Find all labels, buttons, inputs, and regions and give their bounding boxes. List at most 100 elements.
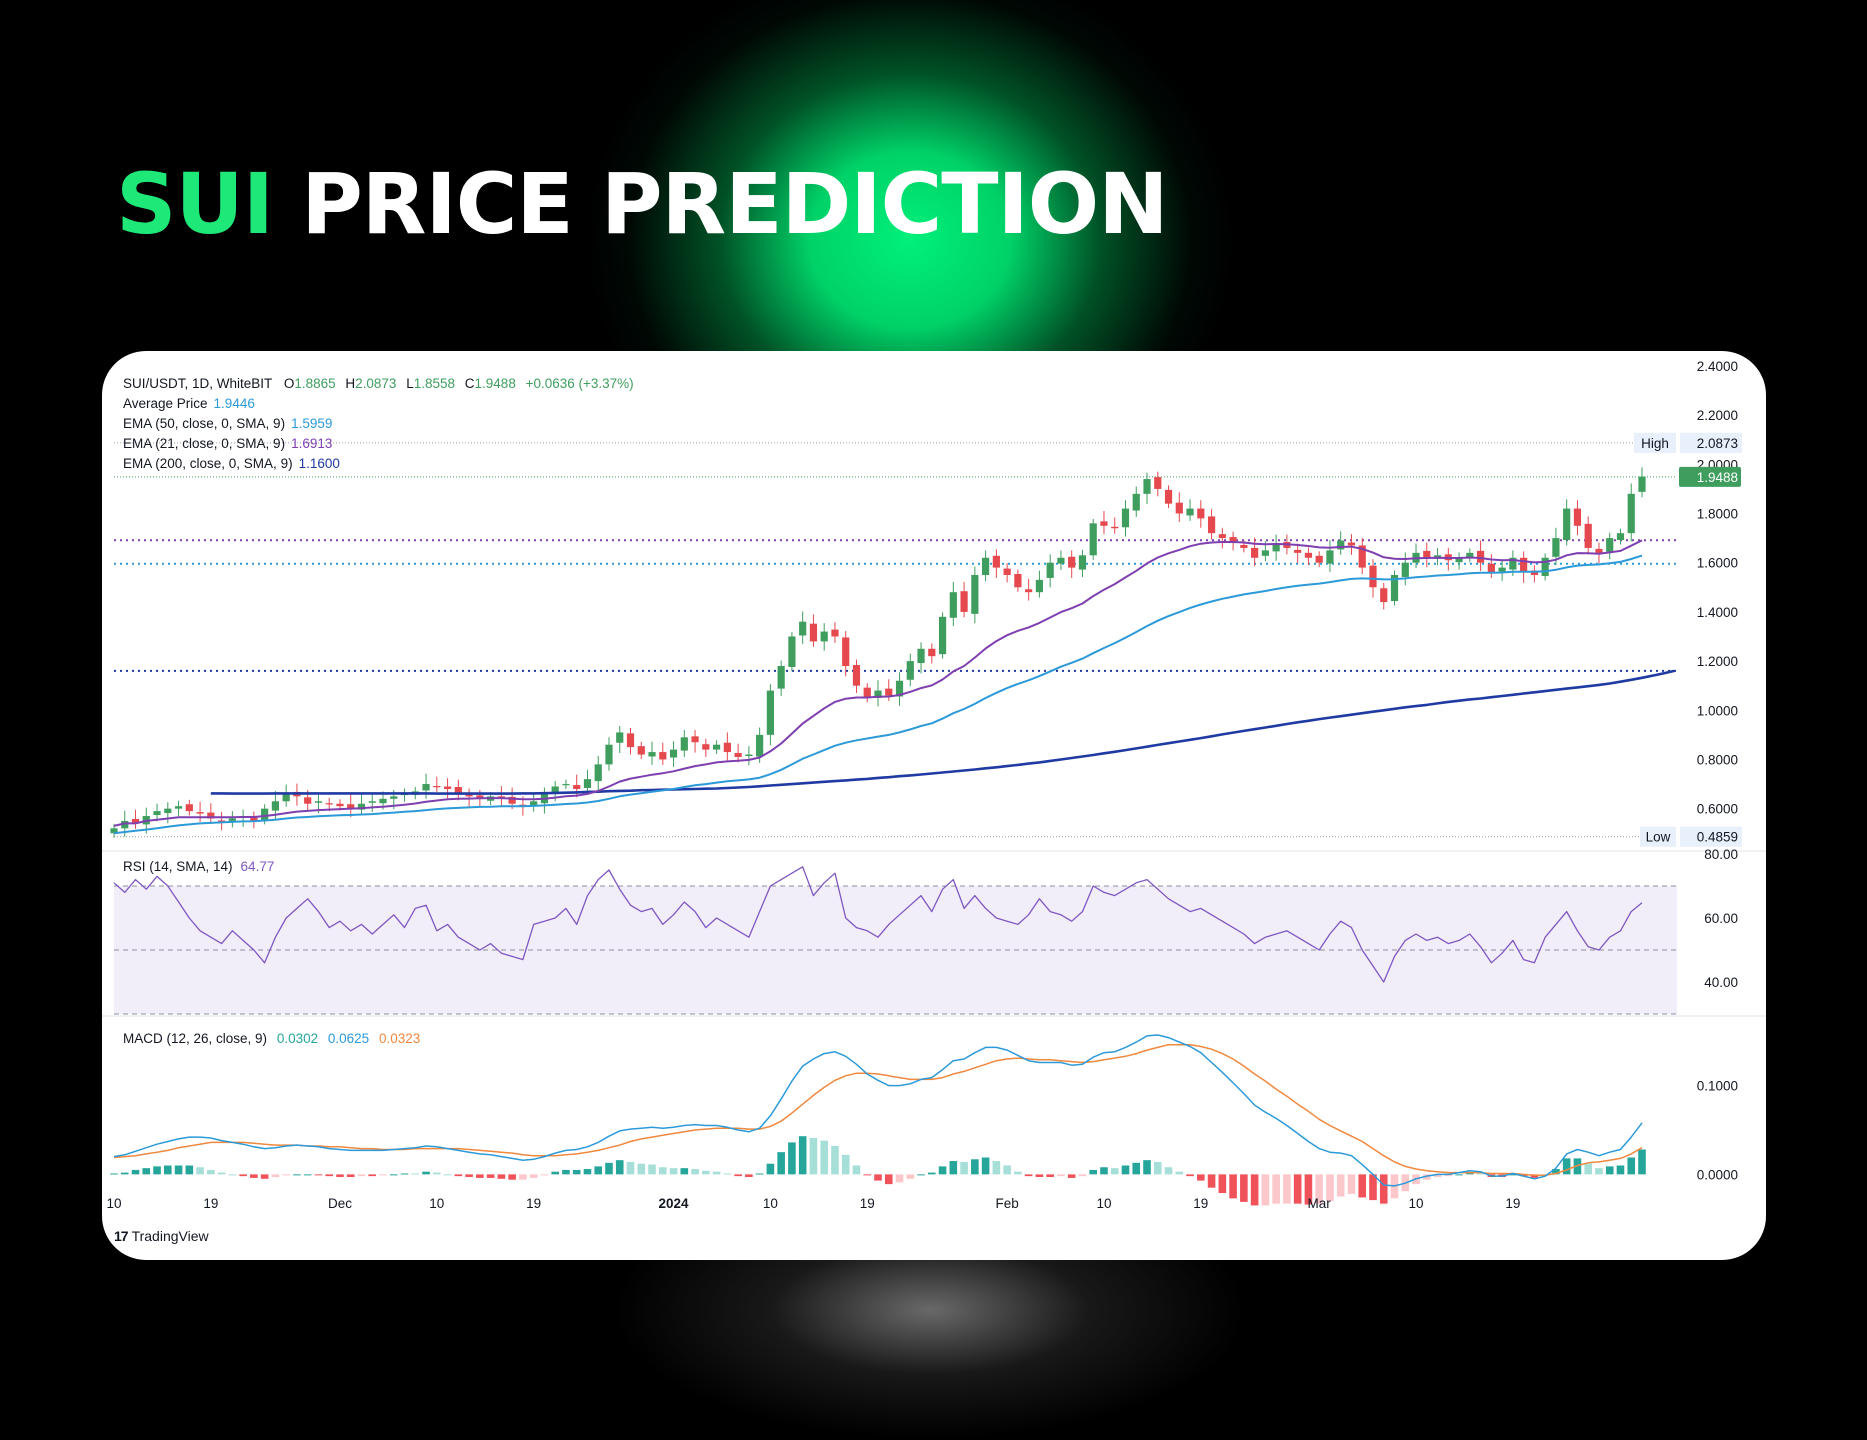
macd-histogram-bar xyxy=(1100,1167,1108,1175)
macd-histogram-bar xyxy=(540,1174,549,1176)
candle-body xyxy=(1541,557,1549,576)
candle-body xyxy=(616,732,624,743)
macd-histogram-bar xyxy=(895,1174,904,1183)
candle-body xyxy=(1573,508,1582,526)
open-value: 1.8865 xyxy=(294,376,336,391)
candle-body xyxy=(390,796,398,799)
rsi-legend: RSI (14, SMA, 14) 64.77 xyxy=(123,859,274,874)
time-tick-label: 10 xyxy=(763,1196,778,1211)
macd-histogram-bar xyxy=(1530,1174,1539,1178)
candle-body xyxy=(842,637,850,666)
ema21-row: EMA (21, close, 0, SMA, 9) 1.6913 xyxy=(123,434,634,454)
candle-body xyxy=(1498,567,1506,572)
candle-body xyxy=(777,665,785,689)
last-price-badge xyxy=(1679,466,1741,487)
macd-histogram-bar xyxy=(1304,1174,1313,1205)
macd-histogram-bar xyxy=(1455,1174,1463,1176)
macd-histogram-bar xyxy=(702,1170,710,1175)
macd-histogram-bar xyxy=(1164,1167,1173,1175)
macd-histogram-bar xyxy=(551,1171,559,1175)
candle-body xyxy=(874,690,882,698)
candle-body xyxy=(1111,526,1119,529)
macd-histogram-bar xyxy=(250,1174,258,1178)
candle-body xyxy=(228,818,236,821)
tradingview-brand[interactable]: 17 TradingView xyxy=(114,1228,209,1244)
candle-body xyxy=(1552,538,1560,557)
candle-body xyxy=(443,786,452,789)
macd-histogram-bar xyxy=(809,1137,818,1175)
rsi-line xyxy=(113,866,1643,983)
candle-body xyxy=(1326,550,1334,564)
macd-histogram-bar xyxy=(1466,1172,1474,1175)
low-tag-badge xyxy=(1640,826,1676,847)
candle-body xyxy=(1197,508,1205,519)
ema50-line xyxy=(113,554,1643,835)
candle-body xyxy=(906,661,914,680)
macd-histogram-bar xyxy=(314,1174,323,1176)
candle-body xyxy=(1046,562,1054,578)
macd-histogram-bar xyxy=(572,1169,581,1175)
high-value: 2.0873 xyxy=(355,376,397,391)
macd-histogram-bar xyxy=(777,1152,785,1175)
candle-body xyxy=(325,803,333,805)
macd-histogram-bar xyxy=(217,1172,226,1175)
macd-histogram-bar xyxy=(605,1162,613,1175)
macd-histogram-bar xyxy=(1186,1174,1194,1177)
candle-body xyxy=(1347,542,1356,546)
title-accent: SUI xyxy=(116,155,274,253)
candle-body xyxy=(1304,552,1313,558)
tradingview-name: TradingView xyxy=(131,1228,209,1244)
macd-histogram-bar xyxy=(1229,1174,1237,1199)
macd-histogram-bar xyxy=(1573,1158,1582,1175)
candle-body xyxy=(788,636,796,667)
macd-histogram-bar xyxy=(906,1174,915,1179)
candles-group xyxy=(110,467,1646,838)
candle-body xyxy=(174,806,183,809)
macd-histogram-bar xyxy=(497,1174,506,1179)
candle-body xyxy=(121,820,129,829)
rsi-band-fill xyxy=(114,886,1677,1014)
candle-body xyxy=(691,736,699,743)
macd-histogram-bar xyxy=(239,1174,247,1177)
candle-body xyxy=(1563,508,1571,541)
ema200-row: EMA (200, close, 0, SMA, 9) 1.1600 xyxy=(123,454,634,474)
macd-line-value: 0.0625 xyxy=(327,1031,370,1046)
candle-body xyxy=(508,796,516,804)
macd-histogram-bar xyxy=(433,1172,441,1175)
candle-body xyxy=(1261,550,1269,556)
trading-chart[interactable]: 2.40002.20002.00001.80001.60001.40001.20… xyxy=(102,351,1766,1260)
candle-body xyxy=(336,803,344,807)
macd-histogram-bar xyxy=(1207,1174,1216,1188)
candle-body xyxy=(1627,493,1635,534)
macd-histogram-bar xyxy=(1132,1162,1141,1175)
chart-card: 2.4000 2.2000 2.0000 1.8000 1.6000 1.4000 1.20… xyxy=(102,351,1766,1260)
candle-body xyxy=(949,592,957,618)
candle-body xyxy=(1229,537,1237,544)
candle-body xyxy=(1487,563,1495,573)
macd-histogram-bar xyxy=(508,1174,516,1180)
candle-body xyxy=(562,784,570,786)
macd-histogram-bar xyxy=(336,1174,344,1178)
macd-histogram-bar xyxy=(164,1165,172,1175)
macd-histogram-bar xyxy=(325,1174,334,1177)
ema21-line xyxy=(113,539,1643,827)
macd-tick-label: 0.0000 xyxy=(1697,1167,1738,1182)
macd-histogram-bar xyxy=(820,1140,828,1175)
macd-histogram-bar xyxy=(637,1163,646,1175)
change-value: +0.0636 (+3.37%) xyxy=(525,376,634,391)
candle-body xyxy=(1401,562,1409,577)
symbol-row: SUI/USDT, 1D, WhiteBIT O1.8865 H2.0873 L… xyxy=(123,374,634,394)
macd-histogram-bar xyxy=(831,1145,839,1175)
macd-histogram-bar xyxy=(626,1161,635,1175)
macd-histogram-bar xyxy=(174,1165,183,1175)
candle-body xyxy=(982,557,990,575)
macd-histogram-bar xyxy=(379,1174,387,1176)
price-tick-label: 1.8000 xyxy=(1697,506,1738,521)
macd-histogram-bar xyxy=(1444,1174,1453,1177)
candle-body xyxy=(1638,476,1646,492)
candle-body xyxy=(1315,555,1323,563)
macd-histogram-bar xyxy=(917,1174,925,1176)
macd-histogram-bar xyxy=(938,1166,947,1175)
macd-histogram-bar xyxy=(271,1174,280,1178)
candle-body xyxy=(820,631,828,642)
